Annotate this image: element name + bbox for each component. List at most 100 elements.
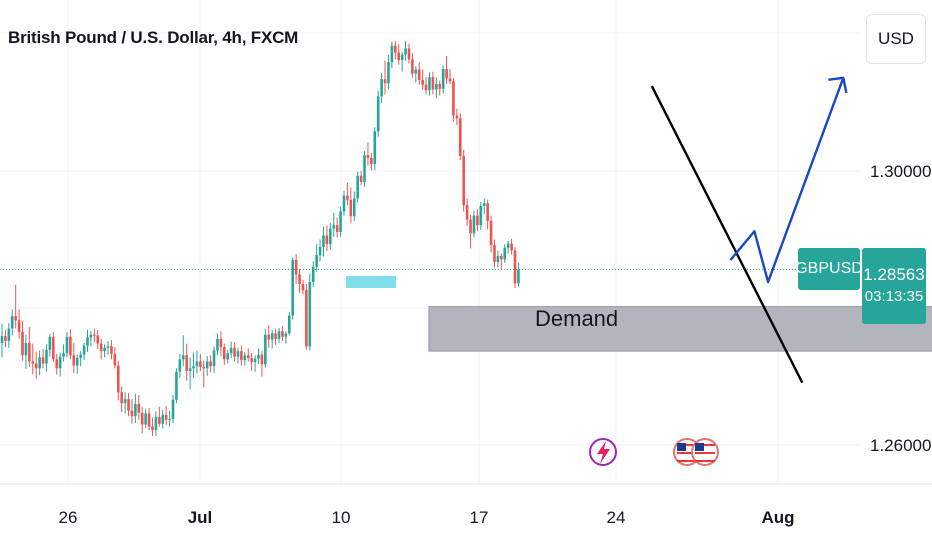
candle-body bbox=[253, 358, 257, 363]
candle-body bbox=[458, 118, 462, 156]
candle-body bbox=[291, 260, 294, 316]
candle bbox=[0, 323, 4, 358]
candle-body bbox=[465, 205, 469, 220]
candle-body bbox=[267, 334, 271, 340]
demand-zone[interactable] bbox=[428, 306, 932, 352]
economic-events[interactable] bbox=[589, 438, 719, 466]
candle bbox=[380, 73, 383, 104]
x-tick-label: 10 bbox=[331, 508, 351, 527]
x-tick-label: Jul bbox=[187, 508, 213, 527]
candle bbox=[455, 108, 459, 126]
candle-body bbox=[325, 235, 329, 245]
candle-body bbox=[421, 79, 424, 85]
candle bbox=[359, 171, 363, 186]
candle-body bbox=[199, 361, 202, 367]
candle-body bbox=[346, 195, 349, 200]
candle bbox=[465, 198, 469, 226]
projection-path bbox=[729, 77, 845, 284]
candle bbox=[202, 360, 206, 388]
price-axis-panel[interactable] bbox=[860, 0, 932, 484]
candle bbox=[147, 408, 151, 430]
candle bbox=[144, 408, 147, 428]
descending-trendline[interactable] bbox=[650, 85, 804, 384]
candle-body bbox=[93, 334, 96, 336]
candle-body bbox=[462, 155, 465, 206]
candle bbox=[383, 60, 387, 95]
candle bbox=[41, 349, 45, 369]
symbol-label[interactable]: GBPUSD bbox=[795, 248, 863, 290]
candle-body bbox=[424, 84, 428, 91]
candle bbox=[356, 171, 359, 203]
candle bbox=[325, 225, 329, 252]
candle bbox=[175, 368, 178, 404]
candle bbox=[72, 342, 76, 374]
candle bbox=[246, 348, 250, 362]
candle bbox=[394, 40, 397, 60]
candle bbox=[137, 394, 141, 420]
candle-body bbox=[250, 358, 253, 363]
candle bbox=[517, 262, 520, 287]
candle-body bbox=[380, 79, 383, 97]
candle-body bbox=[274, 333, 277, 339]
candle-body bbox=[103, 347, 106, 352]
candlestick-series bbox=[0, 40, 520, 437]
currency-button[interactable]: USD bbox=[866, 14, 926, 64]
candle-body bbox=[486, 203, 489, 222]
candle-body bbox=[4, 336, 7, 341]
candle bbox=[140, 407, 144, 434]
candle-body bbox=[151, 426, 154, 430]
candle bbox=[472, 210, 476, 238]
candle bbox=[349, 187, 353, 224]
candle-body bbox=[41, 357, 45, 364]
candle-body bbox=[482, 203, 486, 206]
candle-body bbox=[226, 353, 230, 360]
candle-body bbox=[72, 355, 76, 366]
last-price-tag[interactable]: 1.28563 03:13:35 bbox=[862, 248, 926, 324]
candle bbox=[431, 71, 435, 95]
candle bbox=[10, 309, 14, 336]
candle-body bbox=[17, 320, 21, 332]
candle-body bbox=[431, 77, 435, 90]
candle bbox=[216, 333, 219, 356]
candle bbox=[441, 65, 445, 94]
candle-body bbox=[496, 255, 500, 263]
candle bbox=[52, 331, 55, 363]
candle bbox=[503, 244, 507, 263]
candle-body bbox=[342, 195, 346, 212]
candle bbox=[417, 62, 421, 85]
candle bbox=[229, 341, 233, 359]
candle bbox=[339, 206, 342, 237]
candle bbox=[55, 353, 59, 375]
candle bbox=[86, 329, 89, 352]
candle-body bbox=[417, 69, 421, 80]
candle-body bbox=[127, 399, 130, 411]
candle-body bbox=[144, 413, 147, 425]
candle-body bbox=[89, 334, 93, 338]
candle-body bbox=[335, 225, 339, 232]
candle-body bbox=[455, 115, 459, 119]
candle bbox=[99, 338, 103, 360]
lightning-event-icon[interactable] bbox=[589, 438, 617, 466]
candle bbox=[287, 312, 291, 336]
candle bbox=[315, 244, 318, 272]
candle-body bbox=[14, 316, 17, 321]
candle-body bbox=[469, 219, 472, 234]
candle bbox=[493, 239, 496, 268]
candle-body bbox=[229, 347, 233, 354]
candle bbox=[277, 327, 281, 343]
projection-arrow[interactable] bbox=[729, 76, 848, 284]
candle-body bbox=[411, 59, 414, 74]
arrow-head-icon bbox=[828, 76, 848, 94]
candle bbox=[127, 392, 130, 417]
candle-body bbox=[123, 399, 127, 404]
candle-body bbox=[322, 235, 325, 248]
candle-body bbox=[113, 353, 117, 366]
candle bbox=[110, 340, 113, 360]
candle bbox=[496, 250, 500, 268]
candle-body bbox=[387, 62, 390, 84]
candle bbox=[89, 331, 93, 347]
us-flag-event-icon[interactable] bbox=[691, 438, 719, 466]
cyan-highlight-marker[interactable] bbox=[346, 276, 396, 288]
candle bbox=[24, 334, 28, 369]
